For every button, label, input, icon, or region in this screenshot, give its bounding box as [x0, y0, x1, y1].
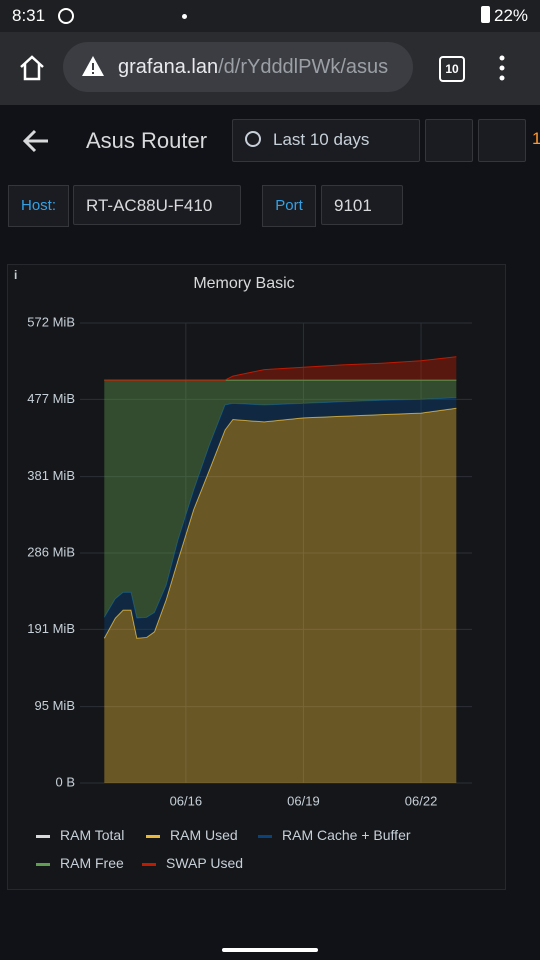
time-picker[interactable]: Last 10 days [232, 119, 420, 162]
variable-label: Port [262, 185, 316, 227]
time-range: Last 10 days [273, 130, 370, 149]
legend-swatch [142, 862, 156, 866]
panel [7, 264, 506, 890]
variable-label: Host: [8, 185, 69, 227]
x-tick-label: 06/22 [405, 793, 438, 808]
legend-swatch [146, 834, 160, 838]
legend-item[interactable]: RAM Cache + Buffer [258, 827, 411, 843]
home-indicator [222, 948, 318, 952]
variable-select[interactable]: 9101 [321, 185, 403, 225]
url-host: grafana.lan [118, 56, 219, 78]
url-path: /d/rYdddlPWk/asus [218, 56, 389, 78]
legend-label: RAM Cache + Buffer [282, 827, 411, 843]
legend-swatch [36, 834, 50, 838]
battery-icon [481, 6, 490, 23]
legend-label: RAM Used [170, 827, 238, 843]
chart-title: Memory Basic [193, 275, 294, 292]
y-tick-label: 572 MiB [27, 314, 75, 329]
warning-icon [82, 56, 104, 76]
legend-label: RAM Total [60, 827, 125, 843]
y-tick-label: 95 MiB [35, 698, 75, 713]
area [104, 356, 457, 381]
area [104, 408, 457, 783]
area-edge [103, 407, 457, 639]
refresh[interactable] [478, 119, 526, 162]
legend-item[interactable]: RAM Free [36, 855, 124, 871]
legend-item[interactable]: SWAP Used [142, 855, 243, 871]
dashboard-title: Asus Router [86, 128, 208, 153]
browser-bar: grafana.lan/d/rYdddlPWk/asus 10 [0, 32, 540, 105]
status-bar: 8:31 22% [0, 0, 540, 32]
y-tick-label: 191 MiB [27, 621, 75, 636]
battery-level: 22% [494, 6, 529, 25]
legend-item[interactable]: RAM Used [146, 827, 238, 843]
area-edge [104, 356, 457, 381]
tab-count[interactable]: 10 [439, 56, 465, 82]
clock: 8:31 [12, 6, 46, 25]
more-dot [182, 14, 187, 19]
back-button[interactable] [22, 129, 50, 153]
home-button[interactable] [18, 54, 46, 82]
x-tick-label: 06/16 [170, 793, 203, 808]
legend-item[interactable]: RAM Total [36, 827, 124, 843]
legend-swatch [258, 834, 272, 838]
x-tick-label: 06/19 [287, 793, 320, 808]
legend-swatch [36, 862, 50, 866]
y-tick-label: 286 MiB [27, 544, 75, 559]
area-edge [103, 397, 457, 619]
legend-label: RAM Free [60, 855, 124, 871]
zoom-out[interactable] [425, 119, 473, 162]
legend-label: SWAP Used [166, 855, 244, 871]
panel-info[interactable]: i [14, 268, 18, 282]
url-bar[interactable]: grafana.lan/d/rYdddlPWk/asus [63, 42, 413, 92]
variable-select[interactable]: RT-AC88U-F410 [73, 185, 241, 225]
menu-button[interactable] [497, 54, 507, 82]
y-tick-label: 381 MiB [27, 468, 75, 483]
y-tick-label: 0 B [55, 774, 75, 789]
area [104, 380, 457, 619]
y-tick-label: 477 MiB [27, 391, 75, 406]
clipped-button[interactable]: 1 [532, 129, 540, 148]
notification-icon [58, 8, 74, 24]
